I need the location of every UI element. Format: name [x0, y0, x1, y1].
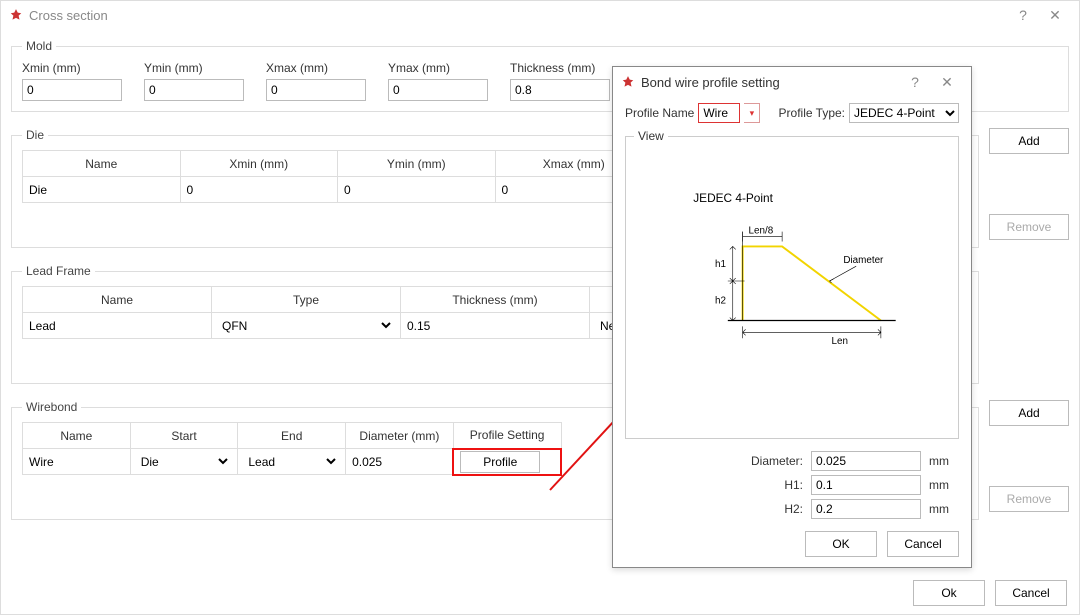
- param-h2-label: H2:: [733, 502, 803, 516]
- param-h1-input[interactable]: [811, 475, 921, 495]
- modal-titlebar: Bond wire profile setting ? ✕: [613, 67, 971, 97]
- wb-col-name: Name: [23, 423, 131, 449]
- h2-label: h2: [715, 296, 726, 307]
- param-h1-label: H1:: [733, 478, 803, 492]
- wirebond-add-button[interactable]: Add: [989, 400, 1069, 426]
- die-col-xmin: Xmin (mm): [180, 151, 338, 177]
- mold-xmin-label: Xmin (mm): [22, 61, 122, 75]
- mold-ymax-input[interactable]: [388, 79, 488, 101]
- lf-col-type: Type: [212, 287, 401, 313]
- modal-close-button[interactable]: ✕: [931, 74, 963, 91]
- wirebond-remove-button[interactable]: Remove: [989, 486, 1069, 512]
- mold-xmax-label: Xmax (mm): [266, 61, 366, 75]
- profile-name-label: Profile Name: [625, 106, 694, 120]
- wirebond-table: Name Start End Diameter (mm) Profile Set…: [22, 422, 562, 476]
- die-col-ymin: Ymin (mm): [338, 151, 496, 177]
- profile-name-dropdown[interactable]: ▾: [744, 103, 760, 123]
- app-icon: [9, 8, 23, 22]
- modal-ok-button[interactable]: OK: [805, 531, 877, 557]
- close-button[interactable]: ✕: [1039, 7, 1071, 24]
- len-label: Len: [832, 336, 848, 347]
- profile-type-label: Profile Type:: [779, 106, 845, 120]
- diagram-title: JEDEC 4-Point: [693, 191, 773, 205]
- footer-buttons: Ok Cancel: [913, 580, 1067, 606]
- wb-col-diameter: Diameter (mm): [346, 423, 454, 449]
- lf-name-input[interactable]: [29, 313, 205, 338]
- wb-end-select[interactable]: Lead: [244, 449, 339, 474]
- lf-col-name: Name: [23, 287, 212, 313]
- lf-thickness-input[interactable]: [407, 313, 583, 338]
- bond-wire-profile-dialog: Bond wire profile setting ? ✕ Profile Na…: [612, 66, 972, 568]
- titlebar: Cross section ? ✕: [1, 1, 1079, 29]
- mold-thickness-input[interactable]: [510, 79, 610, 101]
- param-diameter-input[interactable]: [811, 451, 921, 471]
- param-diameter-unit: mm: [929, 454, 959, 468]
- wirebond-legend: Wirebond: [22, 400, 81, 414]
- param-h2-input[interactable]: [811, 499, 921, 519]
- modal-cancel-button[interactable]: Cancel: [887, 531, 959, 557]
- die-remove-button[interactable]: Remove: [989, 214, 1069, 240]
- param-h1-unit: mm: [929, 478, 959, 492]
- profile-diagram: JEDEC 4-Point Len/8 h1: [634, 151, 950, 411]
- leadframe-legend: Lead Frame: [22, 264, 95, 278]
- cancel-button[interactable]: Cancel: [995, 580, 1067, 606]
- die-ymin-input[interactable]: [344, 177, 489, 202]
- lf-col-thickness: Thickness (mm): [401, 287, 590, 313]
- h1-label: h1: [715, 259, 726, 270]
- diameter-label: Diameter: [843, 255, 884, 266]
- wb-col-profile: Profile Setting: [453, 423, 561, 449]
- help-button[interactable]: ?: [1007, 7, 1039, 23]
- mold-xmin-input[interactable]: [22, 79, 122, 101]
- modal-app-icon: [621, 75, 635, 89]
- mold-xmax-input[interactable]: [266, 79, 366, 101]
- ok-button[interactable]: Ok: [913, 580, 985, 606]
- mold-ymax-label: Ymax (mm): [388, 61, 488, 75]
- die-name-input[interactable]: [29, 177, 174, 202]
- mold-ymin-input[interactable]: [144, 79, 244, 101]
- wb-profile-button[interactable]: Profile: [460, 451, 540, 473]
- die-col-name: Name: [23, 151, 181, 177]
- mold-ymin-label: Ymin (mm): [144, 61, 244, 75]
- mold-thickness-label: Thickness (mm): [510, 61, 610, 75]
- wb-start-select[interactable]: Die: [137, 449, 232, 474]
- len8-label: Len/8: [749, 226, 774, 237]
- die-legend: Die: [22, 128, 48, 142]
- wb-col-start: Start: [130, 423, 238, 449]
- param-h2-unit: mm: [929, 502, 959, 516]
- modal-help-button[interactable]: ?: [899, 74, 931, 90]
- params: Diameter: mm H1: mm H2: mm: [625, 447, 959, 523]
- wirebond-row[interactable]: Die Lead Profile: [23, 449, 562, 475]
- lf-type-select[interactable]: QFN: [218, 313, 394, 338]
- wb-name-input[interactable]: [29, 449, 124, 474]
- window-title: Cross section: [29, 8, 108, 23]
- profile-type-select[interactable]: JEDEC 4-Point: [849, 103, 959, 123]
- wb-diameter-input[interactable]: [352, 449, 446, 474]
- param-diameter-label: Diameter:: [733, 454, 803, 468]
- profile-name-input[interactable]: [698, 103, 740, 123]
- view-group: View JEDEC 4-Point Len/8 h1: [625, 129, 959, 439]
- die-xmin-input[interactable]: [187, 177, 332, 202]
- mold-legend: Mold: [22, 39, 56, 53]
- modal-title: Bond wire profile setting: [641, 75, 780, 90]
- wb-col-end: End: [238, 423, 346, 449]
- view-legend: View: [634, 129, 668, 143]
- die-add-button[interactable]: Add: [989, 128, 1069, 154]
